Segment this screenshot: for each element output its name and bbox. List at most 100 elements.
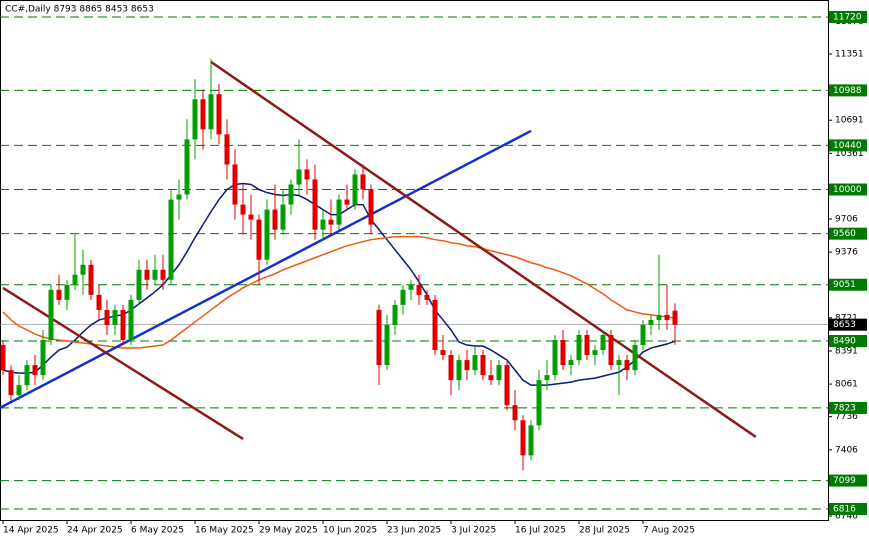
candle-body: [544, 375, 550, 381]
candle-body: [560, 340, 566, 366]
y-tick-label: 10361: [835, 149, 864, 159]
trendline: [0, 129, 532, 410]
candle-body: [48, 289, 54, 341]
candle-body: [352, 174, 358, 205]
candle-body: [568, 360, 574, 366]
candle-body: [128, 299, 134, 341]
x-tick-label: 24 Apr 2025: [67, 526, 123, 536]
y-tick-label: 9376: [835, 248, 858, 258]
level-label: 10000: [833, 185, 862, 195]
candle-body: [296, 169, 302, 185]
candle-body: [312, 179, 318, 230]
candle-body: [120, 309, 126, 341]
candle-body: [496, 365, 502, 381]
x-tick-label: 7 Aug 2025: [643, 526, 695, 536]
candle-body: [512, 405, 518, 421]
candle-body: [320, 219, 326, 230]
level-label: 10440: [833, 141, 862, 151]
candle-body: [224, 134, 230, 165]
candle-body: [248, 214, 254, 220]
candle-body: [232, 164, 238, 205]
candle-body: [160, 269, 166, 280]
price-box: [829, 318, 867, 331]
candle-body: [432, 299, 438, 351]
candle-body: [64, 284, 70, 300]
level-box: [829, 335, 867, 348]
candle-body: [112, 309, 118, 325]
candle-body: [256, 219, 262, 260]
level-box: [829, 474, 867, 487]
level-box: [829, 502, 867, 515]
y-tick-label: 6746: [835, 511, 858, 521]
level-box: [829, 139, 867, 152]
y-tick-label: 7736: [835, 412, 858, 422]
candle-body: [416, 284, 422, 295]
x-tick-label: 16 May 2025: [195, 526, 254, 536]
candle-body: [584, 334, 590, 356]
x-tick-label: 23 Jun 2025: [387, 526, 441, 536]
level-label: 8490: [833, 337, 856, 347]
candle-body: [528, 425, 534, 456]
candle-body: [536, 380, 542, 426]
candle-body: [576, 334, 582, 361]
y-tick-label: 10691: [835, 116, 864, 126]
candle-body: [344, 199, 350, 205]
candle-body: [200, 99, 206, 130]
candle-body: [480, 355, 486, 376]
candle-body: [624, 360, 630, 371]
trendline: [210, 60, 757, 438]
candle-body: [0, 345, 6, 371]
level-box: [829, 401, 867, 414]
level-label: 7823: [833, 403, 856, 413]
x-tick-label: 16 Jul 2025: [515, 526, 566, 536]
candle-body: [384, 324, 390, 366]
candle-body: [88, 264, 94, 295]
candle-body: [448, 355, 454, 381]
candle-body: [264, 209, 270, 260]
candle-body: [400, 289, 406, 305]
candle-body: [280, 204, 286, 230]
x-tick-label: 29 May 2025: [259, 526, 318, 536]
candle-body: [72, 274, 78, 285]
candle-body: [440, 350, 446, 356]
level-label: 7099: [833, 476, 856, 486]
candle-body: [24, 365, 30, 386]
candle-body: [168, 199, 174, 280]
candle-body: [40, 340, 46, 376]
level-box: [829, 10, 867, 23]
candle-body: [80, 264, 86, 275]
candle-body: [368, 189, 374, 225]
candle-body: [376, 309, 382, 366]
plot-frame: [0, 0, 829, 521]
level-label: 10988: [833, 86, 862, 96]
candle-body: [504, 365, 510, 406]
level-box: [829, 278, 867, 291]
level-label: 9560: [833, 229, 856, 239]
chart-title: CC#,Daily 8793 8865 8453 8653: [5, 5, 154, 15]
level-box: [829, 183, 867, 196]
level-label: 6816: [833, 504, 856, 514]
candle-body: [144, 269, 150, 280]
candle-body: [592, 350, 598, 356]
candle-body: [336, 199, 342, 225]
candle-body: [488, 375, 494, 381]
y-tick-label: 11351: [835, 49, 864, 59]
candle-body: [640, 324, 646, 346]
y-tick-label: 9706: [835, 215, 858, 225]
candle-body: [424, 294, 430, 300]
level-label: 9051: [833, 280, 856, 290]
y-tick-label: 8721: [835, 313, 858, 323]
level-label: 11720: [833, 12, 862, 22]
x-tick-label: 28 Jul 2025: [579, 526, 630, 536]
x-tick-label: 10 Jun 2025: [323, 526, 377, 536]
candle-body: [240, 204, 246, 215]
price-label: 8653: [833, 320, 856, 330]
candle-body: [664, 314, 670, 320]
level-box: [829, 227, 867, 240]
candle-body: [288, 184, 294, 205]
candle-body: [104, 309, 110, 325]
candle-body: [656, 314, 662, 320]
candle-body: [136, 269, 142, 300]
candle-body: [360, 174, 366, 190]
